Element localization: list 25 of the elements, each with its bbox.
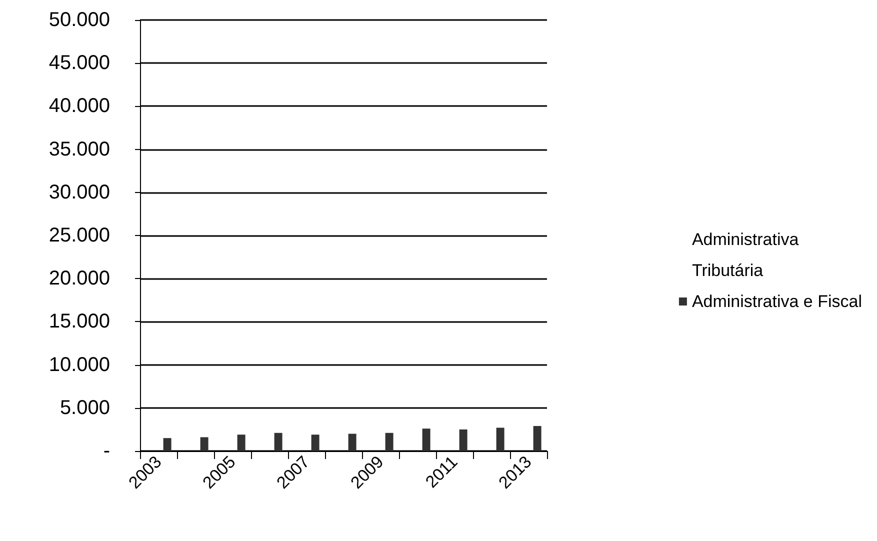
- y-tick-label: 25.000: [48, 224, 110, 246]
- y-tick-label: 35.000: [48, 138, 110, 160]
- y-tick-label: 40.000: [48, 95, 110, 118]
- bar: [385, 432, 394, 451]
- bar: [237, 434, 246, 451]
- text: Tributária: [692, 261, 764, 280]
- bar: [459, 429, 468, 451]
- bar: [163, 438, 172, 451]
- y-tick-label: 15.000: [48, 310, 110, 333]
- text: Administrativa: [692, 230, 800, 249]
- y-tick-label: 20.000: [48, 268, 110, 290]
- bar: [200, 437, 208, 451]
- y-tick-label: 50.000: [48, 9, 110, 31]
- bar: [274, 432, 282, 451]
- legend-label: Administrativa e Fiscal: [692, 292, 862, 311]
- y-tick-label: 45.000: [48, 52, 110, 74]
- bar: [311, 434, 320, 451]
- bar: [348, 434, 356, 451]
- bar: [496, 428, 504, 451]
- y-tick-label: 10.000: [48, 354, 110, 376]
- bar: [422, 428, 430, 451]
- y-tick-label: -: [103, 440, 110, 462]
- y-tick-label: 5.000: [60, 396, 110, 419]
- bar: [533, 426, 542, 451]
- y-tick-label: 30.000: [48, 181, 110, 204]
